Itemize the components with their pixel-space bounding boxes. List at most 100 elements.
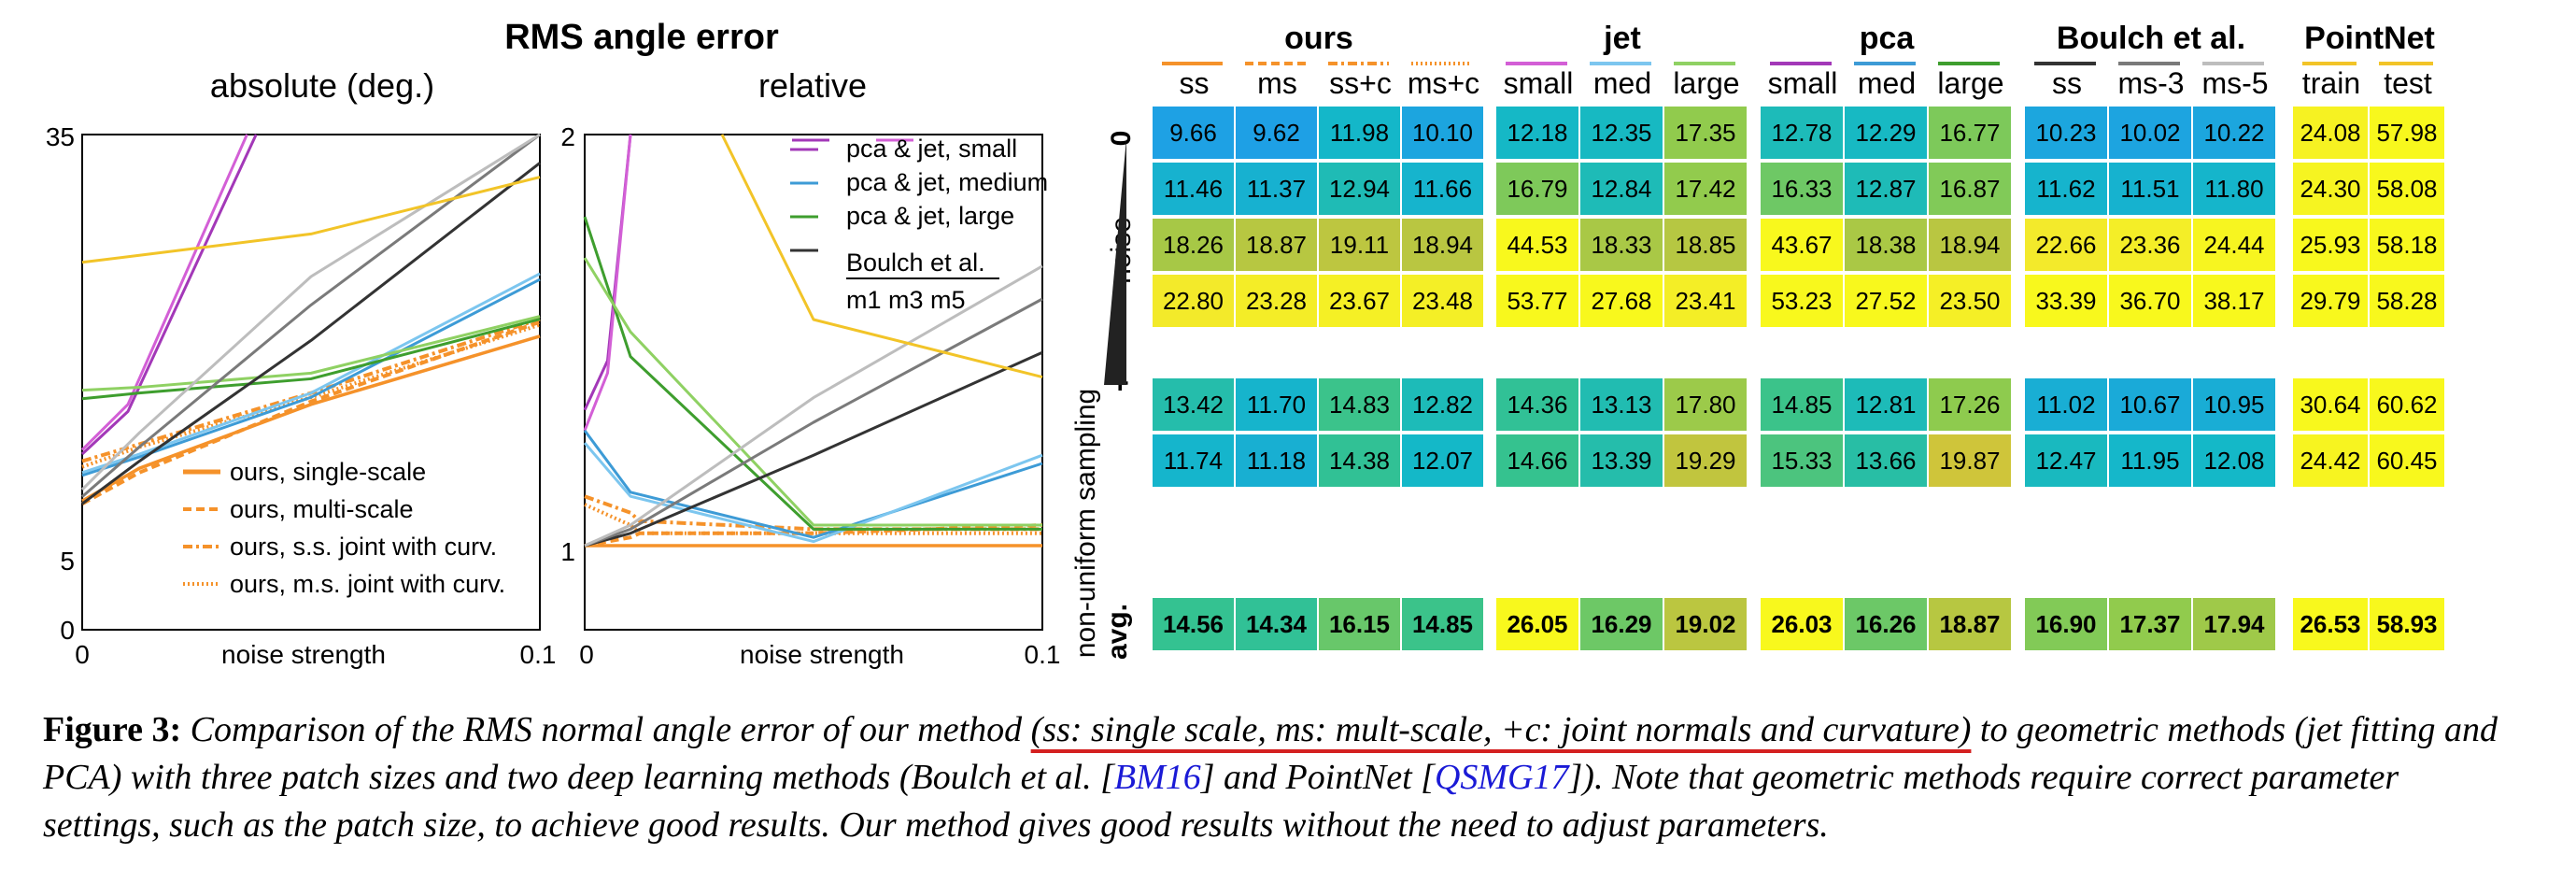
heatmap-cell-value-2-14: 58.18 [2376, 231, 2437, 259]
heatmap-cell-value-3-6: 23.41 [1675, 287, 1735, 315]
heatmap-cell-5-0 [1153, 434, 1234, 487]
abs-series-line-7 [81, 272, 541, 475]
heatmap-group-title-0: ours [1284, 21, 1353, 56]
legend-ours-ss: ours, single-scale [230, 458, 426, 486]
heatmap-cell-value-4-12: 10.95 [2203, 391, 2264, 419]
heatmap-cell-value-3-11: 36.70 [2119, 287, 2180, 315]
heatmap-cell-6-13 [2293, 598, 2368, 650]
rel-series-line-10 [584, 350, 1043, 548]
heatmap-cell-value-3-2: 23.67 [1329, 287, 1390, 315]
heatmap-cell-4-0 [1153, 378, 1234, 431]
heatmap-cell-6-1 [1236, 598, 1317, 650]
heatmap-cell-value-1-4: 16.79 [1507, 175, 1567, 203]
citation-bm16-link[interactable]: BM16 [1113, 758, 1201, 797]
heatmap-cell-0-3 [1402, 107, 1483, 159]
heatmap-cell-value-1-2: 12.94 [1329, 175, 1390, 203]
heatmap-cell-4-10 [2025, 378, 2107, 431]
rel-series-line-3 [584, 503, 1042, 535]
heatmap-cell-6-7 [1761, 598, 1843, 650]
heatmap-cell-value-0-8: 12.29 [1855, 119, 1916, 147]
heatmap-cell-value-1-8: 12.87 [1855, 175, 1916, 203]
heatmap-cell-2-3 [1402, 219, 1483, 271]
legend-ours-msc: ours, m.s. joint with curv. [230, 570, 505, 598]
heatmap-cell-value-6-6: 19.02 [1675, 610, 1735, 638]
caption-part3: ] and PointNet [ [1200, 758, 1435, 797]
heatmap-cell-3-4 [1496, 275, 1578, 327]
heatmap-cell-value-6-10: 16.90 [2035, 610, 2096, 638]
heatmap-cell-value-5-9: 19.87 [1939, 447, 2000, 475]
abs-x-tick-0.1: 0.1 [520, 640, 557, 669]
heatmap-cell-value-0-6: 17.35 [1675, 119, 1735, 147]
heatmap-cell-value-2-3: 18.94 [1412, 231, 1473, 259]
heatmap-col-header-1-1: med [1593, 66, 1651, 100]
noise-wedge [1104, 138, 1126, 385]
heatmap-cell-2-12 [2193, 219, 2275, 271]
rel-y-tick-1: 1 [560, 537, 575, 566]
heatmap-cell-value-4-8: 12.81 [1855, 391, 1916, 419]
heatmap-cell-value-4-1: 11.70 [1247, 391, 1306, 419]
heatmap-cell-4-2 [1319, 378, 1400, 431]
heatmap-cell-4-11 [2109, 378, 2191, 431]
heatmap-cell-value-6-7: 26.03 [1771, 610, 1832, 638]
heatmap-cell-value-6-5: 16.29 [1591, 610, 1651, 638]
heatmap-cell-value-1-0: 11.46 [1164, 175, 1223, 203]
heatmap-cell-5-7 [1761, 434, 1843, 487]
heatmap-col-header-0-1: ms [1257, 66, 1297, 100]
heatmap-cell-4-9 [1929, 378, 2011, 431]
heatmap-cell-3-11 [2109, 275, 2191, 327]
heatmap-cell-value-0-1: 9.62 [1253, 119, 1300, 147]
heatmap-cell-5-6 [1664, 434, 1747, 487]
heatmap-cell-1-11 [2109, 163, 2191, 215]
legend-small: pca & jet, small [846, 135, 1017, 163]
heatmap-cell-0-14 [2370, 107, 2444, 159]
heatmap-cell-2-10 [2025, 219, 2107, 271]
legend-boulch-sub: m1 m3 m5 [846, 286, 966, 314]
heatmap-cell-5-14 [2370, 434, 2444, 487]
heatmap-cell-1-0 [1153, 163, 1234, 215]
caption-part1: Comparison of the RMS normal angle error… [190, 710, 1031, 749]
heatmap-cell-value-1-12: 11.80 [2204, 175, 2263, 203]
heatmap-cell-value-2-0: 18.26 [1163, 231, 1224, 259]
heatmap-cell-value-0-7: 12.78 [1771, 119, 1832, 147]
rel-y-tick-2: 2 [560, 122, 575, 151]
heatmap-cell-4-4 [1496, 378, 1578, 431]
heatmap-cell-2-7 [1761, 219, 1843, 271]
heatmap-cell-6-14 [2370, 598, 2444, 650]
abs-series-line-6 [81, 277, 541, 477]
absolute-plot-frame [81, 134, 541, 631]
heatmap-cell-value-4-3: 12.82 [1412, 391, 1473, 419]
absolute-chart-title: absolute (deg.) [210, 66, 434, 105]
heatmap-cell-2-5 [1580, 219, 1663, 271]
heatmap-cell-5-5 [1580, 434, 1663, 487]
heatmap-cell-value-3-14: 58.28 [2376, 287, 2437, 315]
heatmap-cell-3-9 [1929, 275, 2011, 327]
relative-chart-title: relative [758, 66, 867, 105]
heatmap-cell-6-9 [1929, 598, 2011, 650]
heatmap-cell-1-8 [1845, 163, 1927, 215]
abs-series-line-1 [81, 320, 541, 505]
heatmap-cell-value-4-0: 13.42 [1163, 391, 1224, 419]
heatmap-cell-3-13 [2293, 275, 2368, 327]
heatmap-cell-2-0 [1153, 219, 1234, 271]
heatmap-cell-value-5-8: 13.66 [1855, 447, 1916, 475]
heatmap-cell-6-5 [1580, 598, 1663, 650]
heatmap-cell-0-10 [2025, 107, 2107, 159]
heatmap-cell-value-6-3: 14.85 [1412, 610, 1473, 638]
abs-x-label: noise strength [221, 640, 386, 669]
heatmap-cell-value-0-10: 10.23 [2035, 119, 2096, 147]
rel-x-tick-0: 0 [579, 640, 594, 669]
heatmap-col-header-2-2: large [1937, 66, 2003, 100]
heatmap-cell-2-2 [1319, 219, 1400, 271]
heatmap-cell-1-4 [1496, 163, 1578, 215]
heatmap-cell-value-1-1: 11.37 [1247, 175, 1306, 203]
heatmap-cell-1-6 [1664, 163, 1747, 215]
heatmap-cell-value-5-6: 19.29 [1675, 447, 1735, 475]
citation-qsmg17-link[interactable]: QSMG17 [1434, 758, 1569, 797]
relative-legend: pca & jet, small pca & jet, medium pca &… [790, 135, 1048, 314]
heatmap-cell-1-1 [1236, 163, 1317, 215]
heatmap-cell-5-3 [1402, 434, 1483, 487]
rel-series-line-11 [584, 297, 1043, 548]
heatmap-cell-value-1-6: 17.42 [1675, 175, 1735, 203]
heatmap-cell-3-7 [1761, 275, 1843, 327]
heatmap-cell-value-6-14: 58.93 [2376, 610, 2437, 638]
